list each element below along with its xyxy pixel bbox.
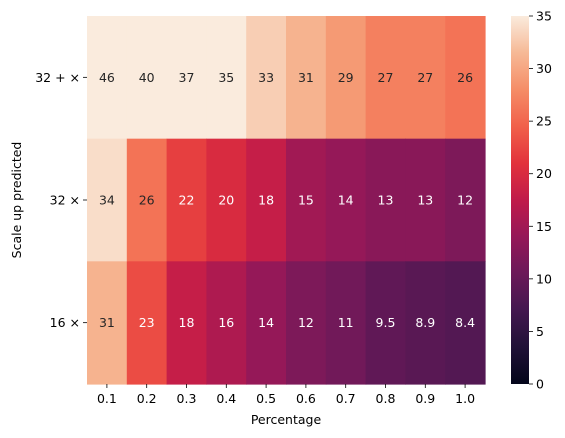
cell-value-label-r0-c8: 27 xyxy=(417,70,433,85)
cell-value-label-r2-c6: 11 xyxy=(338,315,354,330)
colorbar-tick-label-6: 30 xyxy=(536,61,552,76)
cell-value-label-r1-c6: 14 xyxy=(338,193,354,208)
colorbar-tick-label-5: 25 xyxy=(536,114,552,129)
x-tick-label-6: 0.7 xyxy=(336,391,356,406)
heatmap-cell-r2-c1 xyxy=(126,261,168,385)
heatmap-cell-r1-c8 xyxy=(405,138,446,262)
heatmap-cell-r1-c3 xyxy=(206,138,247,262)
cell-value-label-r1-c1: 26 xyxy=(139,193,155,208)
cell-value-label-r1-c4: 18 xyxy=(258,193,274,208)
cell-value-label-r1-c7: 13 xyxy=(378,193,394,208)
colorbar: 0 5 10 15 20 25 30 35 xyxy=(511,9,552,392)
colorbar-tick-label-0: 0 xyxy=(536,377,544,392)
cell-value-label-r2-c9: 8.4 xyxy=(455,315,475,330)
cell-value-label-r0-c3: 35 xyxy=(218,70,234,85)
y-tick-label-1: 32 × xyxy=(50,193,80,208)
cell-value-label-r1-c2: 22 xyxy=(179,193,195,208)
colorbar-ticks: 0 5 10 15 20 25 30 35 xyxy=(529,9,552,392)
x-tick-label-7: 0.8 xyxy=(376,391,396,406)
heatmap-cell-labels: 46 40 37 35 33 31 29 27 27 26 34 26 22 20 18 15 14 13 13 12… xyxy=(99,70,475,330)
heatmap-cell-r0-c3 xyxy=(206,16,247,140)
y-tick-label-0: 32 + × xyxy=(35,70,80,85)
cell-value-label-r2-c3: 16 xyxy=(218,315,234,330)
cell-value-label-r1-c5: 15 xyxy=(298,193,314,208)
heatmap-cell-r2-c3 xyxy=(206,261,247,385)
cell-value-label-r0-c6: 29 xyxy=(338,70,354,85)
x-axis-title: Percentage xyxy=(251,412,322,427)
heatmap-cell-r0-c1 xyxy=(126,16,168,140)
cell-value-label-r1-c0: 34 xyxy=(99,193,115,208)
cell-value-label-r0-c2: 37 xyxy=(179,70,195,85)
x-tick-label-9: 1.0 xyxy=(455,391,475,406)
cell-value-label-r1-c3: 20 xyxy=(218,193,234,208)
x-tick-label-0: 0.1 xyxy=(97,391,117,406)
heatmap-cell-r2-c2 xyxy=(166,261,207,385)
y-axis-ticks: 32 + × 32 × 16 × xyxy=(35,70,87,330)
cell-value-label-r2-c8: 8.9 xyxy=(415,315,435,330)
cell-value-label-r0-c7: 27 xyxy=(378,70,394,85)
cell-value-label-r0-c4: 33 xyxy=(258,70,274,85)
cell-value-label-r2-c2: 18 xyxy=(179,315,195,330)
cell-value-label-r0-c1: 40 xyxy=(139,70,155,85)
colorbar-tick-label-7: 35 xyxy=(536,9,552,24)
cell-value-label-r2-c7: 9.5 xyxy=(376,315,396,330)
heatmap-cell-r1-c9 xyxy=(445,138,486,262)
heatmap-cell-r2-c9 xyxy=(445,261,486,385)
colorbar-tick-label-4: 20 xyxy=(536,166,552,181)
heatmap-cell-r0-c6 xyxy=(325,16,367,140)
x-axis-ticks: 0.1 0.2 0.3 0.4 0.5 0.6 0.7 0.8 0.9 1.0 xyxy=(97,384,475,406)
cell-value-label-r0-c0: 46 xyxy=(99,70,115,85)
x-tick-label-2: 0.3 xyxy=(177,391,197,406)
heatmap-cell-r2-c5 xyxy=(286,261,327,385)
x-tick-label-4: 0.5 xyxy=(256,391,276,406)
heatmap-cell-r0-c2 xyxy=(166,16,207,140)
heatmap-cell-r1-c4 xyxy=(246,138,287,262)
heatmap-cell-r1-c2 xyxy=(166,138,207,262)
cell-value-label-r2-c1: 23 xyxy=(139,315,155,330)
heatmap-cell-r0-c5 xyxy=(286,16,327,140)
x-tick-label-8: 0.9 xyxy=(415,391,435,406)
heatmap-cell-r2-c8 xyxy=(405,261,446,385)
x-tick-label-3: 0.4 xyxy=(216,391,236,406)
cell-value-label-r2-c4: 14 xyxy=(258,315,274,330)
colorbar-tick-label-1: 5 xyxy=(536,324,544,339)
heatmap-cell-r1-c6 xyxy=(325,138,367,262)
heatmap-cell-r0-c7 xyxy=(365,16,406,140)
heatmap-cell-r2-c6 xyxy=(325,261,367,385)
heatmap-cell-r1-c0 xyxy=(87,138,128,262)
cell-value-label-r2-c5: 12 xyxy=(298,315,314,330)
heatmap-cell-r0-c9 xyxy=(445,16,486,140)
colorbar-tick-label-2: 10 xyxy=(536,271,552,286)
x-tick-label-1: 0.2 xyxy=(137,391,157,406)
heatmap-cell-r1-c1 xyxy=(126,138,168,262)
heatmap-cell-r0-c4 xyxy=(246,16,287,140)
cell-value-label-r0-c5: 31 xyxy=(298,70,314,85)
y-axis-title: Scale up predicted xyxy=(9,142,24,259)
x-tick-label-5: 0.6 xyxy=(296,391,316,406)
heatmap-cell-r2-c0 xyxy=(87,261,128,385)
cell-value-label-r1-c8: 13 xyxy=(417,193,433,208)
cell-value-label-r2-c0: 31 xyxy=(99,315,115,330)
colorbar-tick-label-3: 15 xyxy=(536,219,552,234)
heatmap-cell-r2-c7 xyxy=(365,261,406,385)
heatmap-cell-r2-c4 xyxy=(246,261,287,385)
heatmap-cells xyxy=(87,16,486,385)
heatmap-cell-r0-c8 xyxy=(405,16,446,140)
colorbar-gradient xyxy=(511,16,529,384)
heatmap-cell-r1-c7 xyxy=(365,138,406,262)
heatmap-cell-r1-c5 xyxy=(286,138,327,262)
y-tick-label-2: 16 × xyxy=(50,315,80,330)
cell-value-label-r1-c9: 12 xyxy=(457,193,473,208)
heatmap-cell-r0-c0 xyxy=(87,16,128,140)
cell-value-label-r0-c9: 26 xyxy=(457,70,473,85)
